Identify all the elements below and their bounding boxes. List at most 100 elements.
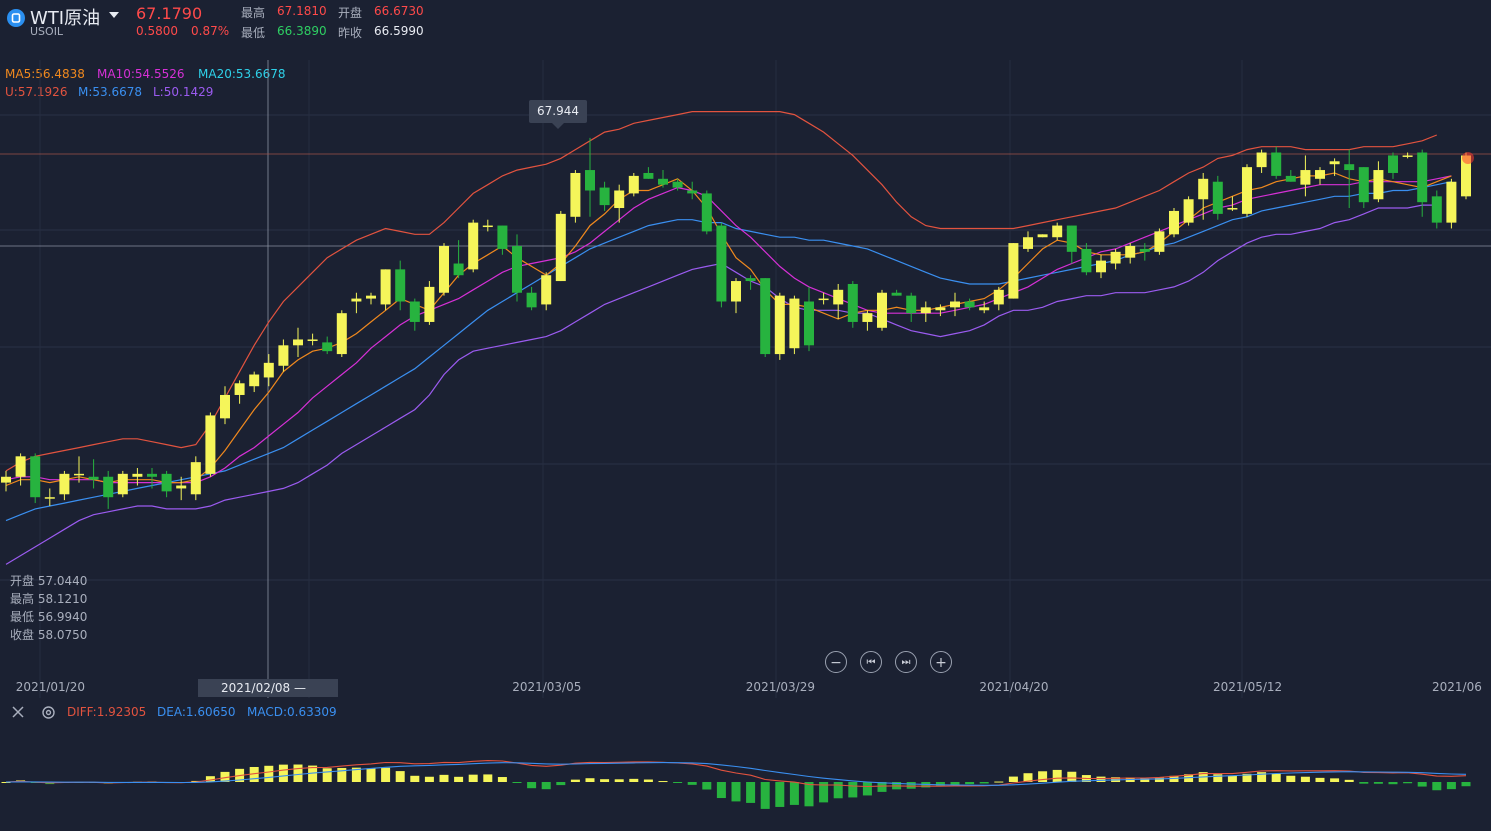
candle[interactable]: [672, 178, 683, 191]
candle[interactable]: [74, 456, 84, 483]
candle[interactable]: [614, 184, 625, 223]
candle[interactable]: [1052, 222, 1063, 241]
candle[interactable]: [833, 283, 844, 320]
candle[interactable]: [1081, 243, 1092, 276]
candle[interactable]: [847, 281, 858, 328]
candle[interactable]: [1183, 196, 1194, 226]
candle[interactable]: [1008, 243, 1019, 299]
candle[interactable]: [993, 286, 1004, 311]
candle[interactable]: [1037, 234, 1048, 238]
candle[interactable]: [1169, 208, 1179, 238]
candle[interactable]: [1023, 231, 1033, 252]
candle[interactable]: [1329, 158, 1340, 176]
close-x-icon[interactable]: [11, 705, 25, 719]
candle[interactable]: [643, 167, 654, 179]
candle[interactable]: [1344, 149, 1355, 209]
candle[interactable]: [1388, 152, 1398, 179]
candle[interactable]: [263, 354, 274, 387]
candle[interactable]: [278, 339, 289, 372]
candle[interactable]: [745, 275, 756, 290]
candle[interactable]: [88, 459, 99, 489]
candle[interactable]: [760, 278, 771, 357]
candlestick-chart[interactable]: [0, 0, 1491, 698]
candle[interactable]: [1242, 164, 1252, 217]
candle[interactable]: [482, 219, 493, 232]
candle[interactable]: [1227, 196, 1238, 211]
zoom-in-button[interactable]: +: [930, 651, 952, 673]
candle[interactable]: [906, 292, 917, 322]
candle[interactable]: [1431, 190, 1442, 229]
candle[interactable]: [935, 304, 946, 317]
candle[interactable]: [190, 456, 201, 501]
candle[interactable]: [950, 292, 960, 317]
candle[interactable]: [920, 301, 931, 322]
candle[interactable]: [979, 301, 990, 314]
candle[interactable]: [1096, 254, 1106, 279]
candle[interactable]: [307, 333, 318, 346]
candle[interactable]: [541, 272, 552, 311]
candle[interactable]: [103, 470, 114, 509]
candle[interactable]: [687, 181, 698, 200]
candle[interactable]: [176, 476, 187, 501]
candle[interactable]: [424, 281, 435, 325]
candle[interactable]: [1139, 243, 1150, 261]
settings-gear-icon[interactable]: [41, 705, 56, 720]
candle[interactable]: [555, 210, 566, 282]
candle[interactable]: [585, 137, 595, 217]
candle[interactable]: [161, 470, 172, 498]
candle[interactable]: [1402, 152, 1413, 159]
candle[interactable]: [877, 289, 887, 331]
candle[interactable]: [658, 170, 668, 188]
candle[interactable]: [570, 170, 581, 223]
candle[interactable]: [701, 190, 712, 235]
candle[interactable]: [132, 468, 143, 486]
candle[interactable]: [205, 412, 216, 477]
candle[interactable]: [891, 289, 902, 296]
candle[interactable]: [1212, 175, 1223, 220]
candle[interactable]: [220, 386, 230, 425]
candle[interactable]: [147, 468, 157, 489]
candle[interactable]: [30, 453, 41, 504]
candle[interactable]: [117, 470, 128, 498]
candle[interactable]: [1154, 228, 1165, 255]
candle[interactable]: [628, 172, 639, 197]
candle[interactable]: [15, 453, 26, 486]
candle[interactable]: [1373, 161, 1384, 203]
candle[interactable]: [599, 181, 610, 211]
candle[interactable]: [322, 336, 333, 355]
symbol-name[interactable]: WTI原油: [30, 8, 101, 29]
candle[interactable]: [789, 295, 800, 355]
candle[interactable]: [366, 292, 376, 305]
candle[interactable]: [862, 310, 873, 331]
candle[interactable]: [395, 260, 406, 311]
candle[interactable]: [1256, 149, 1267, 173]
candle[interactable]: [964, 298, 975, 311]
last-page-button[interactable]: ⏭: [895, 651, 917, 673]
candle[interactable]: [731, 278, 741, 314]
candle[interactable]: [818, 292, 829, 305]
candle[interactable]: [351, 292, 362, 314]
candle[interactable]: [1446, 178, 1457, 229]
candle[interactable]: [1271, 146, 1282, 179]
candle[interactable]: [1110, 248, 1121, 270]
candle[interactable]: [1066, 225, 1077, 264]
candle[interactable]: [804, 286, 814, 352]
candle[interactable]: [336, 310, 347, 357]
candle[interactable]: [439, 243, 449, 296]
candle[interactable]: [1300, 155, 1311, 197]
candle[interactable]: [468, 219, 479, 273]
candle[interactable]: [293, 327, 303, 357]
candle[interactable]: [44, 488, 55, 506]
candle[interactable]: [716, 222, 727, 308]
candle[interactable]: [1358, 167, 1369, 209]
candle[interactable]: [380, 269, 391, 311]
candle[interactable]: [453, 240, 464, 279]
candle[interactable]: [59, 470, 70, 501]
candle[interactable]: [526, 286, 537, 311]
candle[interactable]: [1198, 172, 1209, 220]
candle[interactable]: [1315, 167, 1325, 185]
candle[interactable]: [1125, 243, 1136, 264]
candle[interactable]: [1417, 149, 1428, 217]
candle[interactable]: [1, 470, 11, 492]
first-page-button[interactable]: ⏮: [860, 651, 882, 673]
